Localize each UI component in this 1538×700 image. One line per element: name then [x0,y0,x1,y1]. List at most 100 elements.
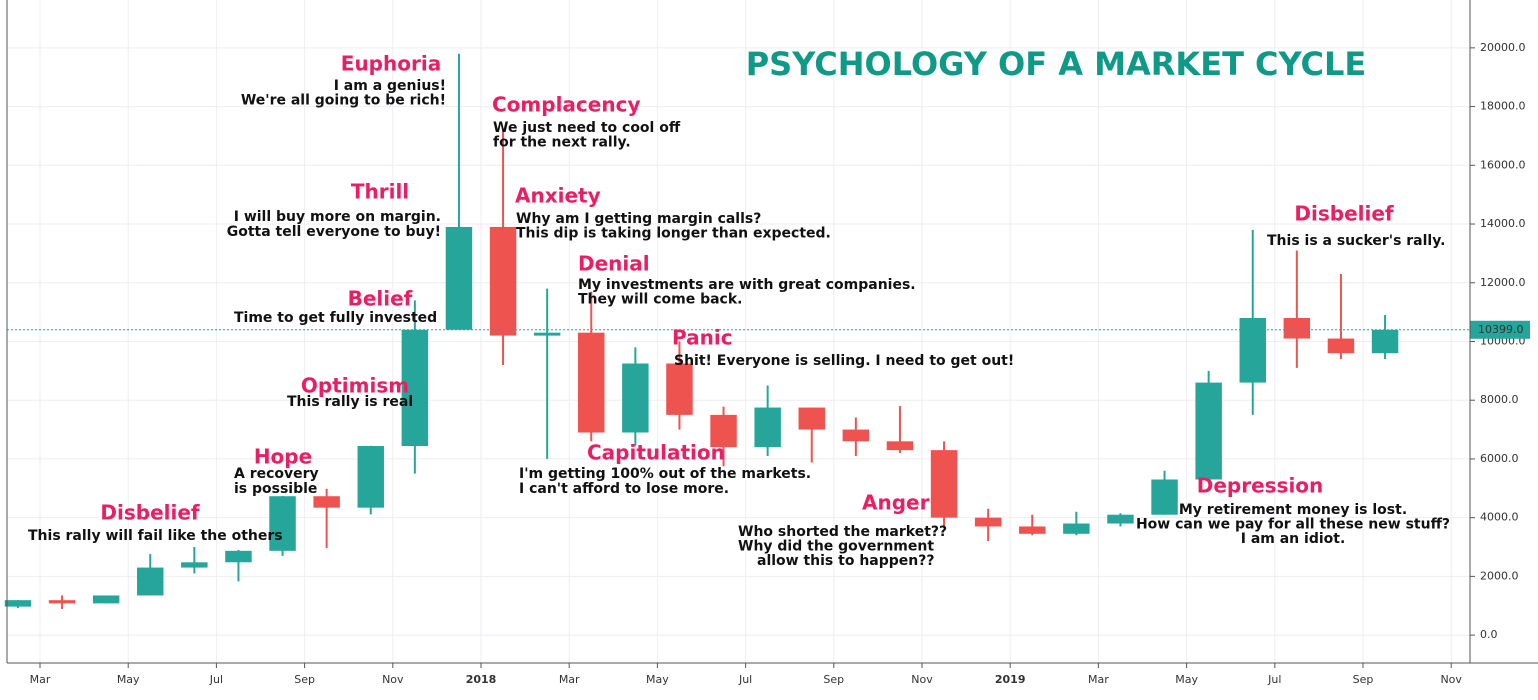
candles [4,53,1399,609]
annotation-title: Anxiety [515,184,601,208]
annotation-title: Euphoria [341,52,441,76]
annotation-title: Depression [1197,474,1324,498]
annotation-title: Complacency [492,93,640,117]
annotation-title: Thrill [351,180,409,204]
grid: 0.02000.04000.06000.08000.010000.012000.… [7,0,1526,686]
x-tick-label: May [1175,673,1198,686]
annotation-text: Who shorted the market?? [738,524,947,540]
annotation-text: This rally is real [287,394,413,410]
candle-body [48,600,76,604]
overlay: 10399.0 Disbelief This rally will fail lik… [7,52,1530,569]
candle-body [269,496,296,551]
annotation-text: This is a sucker's rally. [1267,233,1445,249]
candle-body [4,600,32,607]
x-tick-label: 2018 [466,673,497,686]
annotation-title: Panic [672,326,733,350]
candle-body [974,517,1002,527]
annotation-title: Disbelief [100,501,200,525]
candle-body [401,329,429,447]
annotation-text: is possible [234,481,317,497]
annotation-text: We're all going to be rich! [241,93,446,109]
annotation-title: Optimism [301,374,409,398]
y-tick-label: 12000.0 [1480,276,1526,289]
candle-body [533,332,561,336]
candle-body [578,332,605,433]
annotation-text: I'm getting 100% out of the markets. [519,466,811,482]
y-tick-label: 18000.0 [1480,100,1526,113]
annotation-text: for the next rally. [493,135,631,151]
x-tick-label: May [646,673,669,686]
annotation-title: Disbelief [1294,202,1394,226]
annotation-text: A recovery [234,466,319,482]
x-tick-label: Sep [823,673,844,686]
x-tick-label: May [117,673,140,686]
y-tick-label: 6000.0 [1480,452,1519,465]
y-tick-label: 16000.0 [1480,158,1526,171]
candle-body [92,595,120,604]
annotation-text: We just need to cool off [493,120,681,136]
annotation-text: I am a genius! [334,78,446,94]
y-tick-label: 8000.0 [1480,393,1519,406]
annotation-title: Denial [578,252,650,276]
annotation-text: My retirement money is lost. [1179,502,1407,518]
annotation-title: Capitulation [587,441,725,465]
candle-body [1283,317,1311,339]
candle-body [798,407,825,430]
chart-title: PSYCHOLOGY OF A MARKET CYCLE [746,45,1367,83]
candle-body [1371,329,1399,354]
x-tick-label: Jul [1267,673,1281,686]
candle-body [137,567,164,596]
x-tick-label: Sep [294,673,315,686]
x-tick-label: Nov [1440,673,1462,686]
candle-body [930,450,958,518]
candle-body [445,226,473,330]
candle-body [842,429,870,442]
y-tick-label: 14000.0 [1480,217,1526,230]
annotation-title: Anger [862,491,930,515]
x-tick-label: 2019 [995,673,1026,686]
annotation-text: Time to get fully invested [234,310,437,326]
annotation-text: How can we pay for all these new stuff? [1136,517,1450,533]
annotation-text: Why am I getting margin calls? [516,211,761,227]
annotation-text: This rally will fail like the others [28,528,283,544]
annotation-text: Gotta tell everyone to buy! [227,224,441,240]
candle-body [666,363,693,415]
candle-body [489,226,517,336]
candle-body [754,407,781,448]
x-tick-label: Jul [738,673,752,686]
y-tick-label: 2000.0 [1480,569,1519,582]
x-tick-label: Mar [30,673,51,686]
y-tick-label: 0.0 [1480,628,1498,641]
x-tick-label: Nov [911,673,933,686]
annotation-text: Shit! Everyone is selling. I need to get… [674,353,1014,369]
last-price-label: 10399.0 [1478,323,1524,336]
candle-body [1107,514,1134,524]
annotation-text: I will buy more on margin. [234,209,441,225]
annotation-text: Why did the government [738,539,934,555]
x-tick-label: Nov [382,673,404,686]
y-tick-label: 20000.0 [1480,41,1526,54]
annotation-text: I am an idiot. [1241,531,1346,547]
candle-body [622,363,649,433]
x-tick-label: Mar [1088,673,1109,686]
annotation-text: This dip is taking longer than expected. [516,226,831,242]
x-tick-label: Sep [1353,673,1374,686]
y-tick-label: 4000.0 [1480,511,1519,524]
candle-body [1151,479,1178,515]
annotation-text: I can't afford to lose more. [519,481,729,497]
candle-body [225,550,252,563]
annotation-text: My investments are with great companies. [578,277,916,293]
last-price-box [1470,320,1530,339]
candle-body [1019,526,1046,534]
candle-body [181,562,208,568]
candle-body [886,441,914,451]
candle-body [1063,523,1090,534]
annotation-title: Hope [254,445,312,469]
candle-body [1239,317,1266,383]
x-tick-label: Mar [559,673,580,686]
annotation-text: allow this to happen?? [757,553,934,569]
candle-body [1195,382,1222,480]
candle-body [1327,338,1355,354]
